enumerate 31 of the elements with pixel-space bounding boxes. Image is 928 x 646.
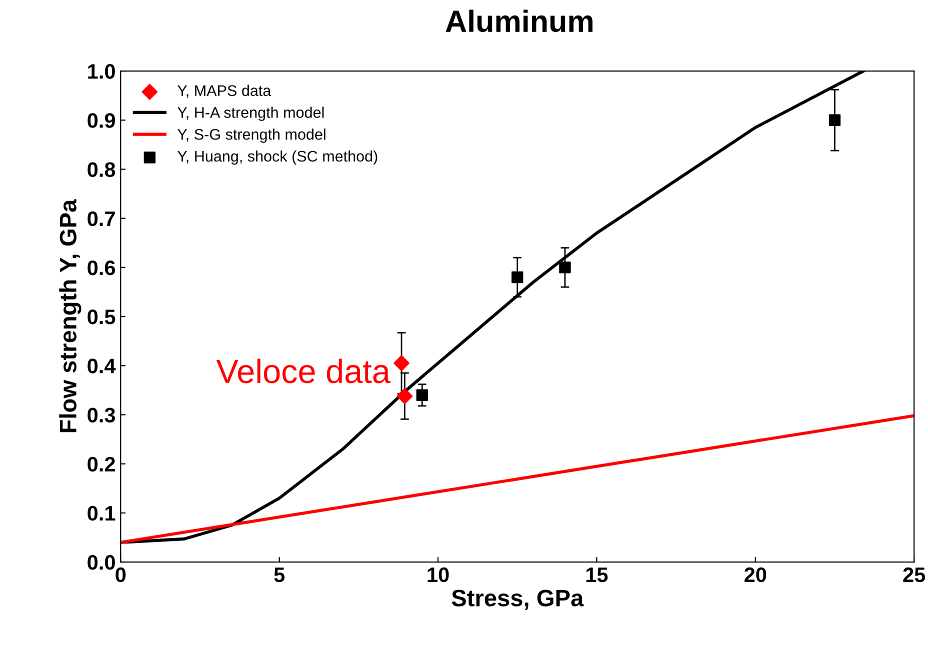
y-tick-label: 0.5 [88, 310, 116, 324]
x-tick-label: 25 [903, 567, 926, 582]
x-tick-label: 15 [586, 568, 608, 582]
point [396, 388, 413, 404]
point [512, 271, 524, 284]
legend-label: Y, S-G strength model [178, 128, 326, 143]
y-axis-title: Flow strength Y, GPa [59, 199, 82, 432]
y-tick-label: 0.1 [88, 506, 116, 521]
x-tick-label: 10 [428, 567, 449, 582]
y-tick-label: 0.9 [88, 113, 116, 128]
y-tick-label: 0.0 [88, 555, 115, 570]
y-tick-label: 0.4 [88, 358, 116, 374]
y-tick-label: 0.3 [88, 408, 116, 423]
legend-label: Y, MAPS data [178, 84, 272, 98]
x-axis-title: Stress, GPa [452, 590, 584, 610]
y-tick-label: 0.2 [88, 456, 115, 472]
y-tick-label: 1.0 [88, 64, 115, 79]
annotation: Veloce data [216, 358, 390, 384]
x-tick-label: 20 [744, 567, 766, 582]
point [559, 262, 571, 274]
legend-label: Y, H-A strength model [178, 106, 324, 121]
x-tick-label: 0 [116, 567, 126, 582]
y-tick-label: 0.6 [88, 260, 116, 276]
point [828, 114, 841, 126]
chart-title: Aluminum [446, 10, 592, 32]
point [394, 355, 410, 372]
legend-label: Y, Huang, shock (SC method) [178, 150, 378, 165]
y-tick-label: 0.7 [88, 211, 115, 226]
y-tick-label: 0.8 [88, 162, 116, 178]
point [416, 389, 428, 401]
x-tick-label: 5 [274, 568, 285, 582]
